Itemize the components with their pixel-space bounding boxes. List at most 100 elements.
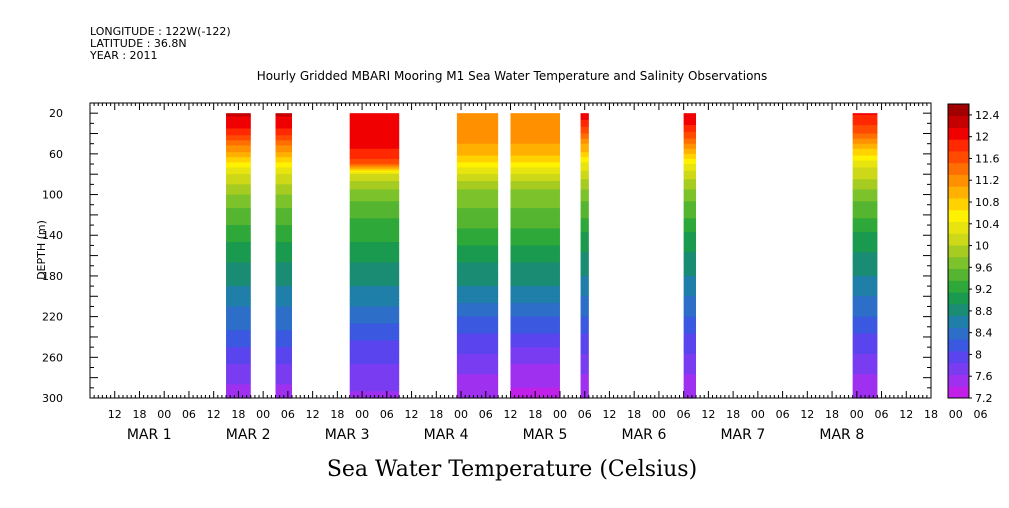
heatmap-cell: [226, 131, 251, 135]
heatmap-cell: [226, 374, 251, 379]
heatmap-cell: [226, 191, 251, 194]
day-label-month: MAR: [819, 427, 851, 443]
heatmap-cell: [275, 116, 293, 119]
heatmap-cell: [275, 133, 293, 136]
heatmap-cell: [683, 172, 697, 175]
heatmap-cell: [456, 367, 499, 372]
x-tick-label: 12: [602, 408, 616, 421]
heatmap-cell: [580, 172, 589, 175]
heatmap-cell: [226, 299, 251, 304]
heatmap-cell: [226, 353, 251, 358]
heatmap-cell: [852, 343, 878, 348]
heatmap-cell: [275, 381, 293, 386]
heatmap-cell: [349, 118, 400, 121]
heatmap-cell: [683, 323, 697, 328]
x-tick-label: 00: [652, 408, 666, 421]
heatmap-cell: [456, 191, 499, 194]
heatmap-cell: [683, 320, 697, 325]
heatmap-cell: [456, 333, 499, 338]
heatmap-cell: [349, 184, 400, 187]
heatmap-cell: [456, 147, 499, 150]
heatmap-cell: [852, 367, 878, 372]
colorbar-cell: [948, 209, 969, 222]
heatmap-cell: [510, 225, 560, 230]
colorbar-cell: [948, 280, 969, 293]
heatmap-cell: [226, 245, 251, 250]
heatmap-cell: [683, 265, 697, 270]
heatmap-cell: [275, 155, 293, 158]
heatmap-cell: [456, 323, 499, 328]
heatmap-cell: [456, 286, 499, 291]
x-tick-label: 12: [899, 408, 913, 421]
colorbar-label: 10: [975, 240, 989, 253]
heatmap-cell: [580, 179, 589, 182]
heatmap-cell: [510, 126, 560, 130]
heatmap-cell: [510, 150, 560, 153]
heatmap-cell: [580, 248, 589, 253]
heatmap-cell: [580, 377, 589, 382]
x-tick-label: 18: [132, 408, 146, 421]
heatmap-cell: [510, 169, 560, 172]
heatmap-cell: [226, 174, 251, 177]
heatmap-cell: [683, 272, 697, 277]
heatmap-cell: [580, 114, 589, 118]
heatmap-cell: [456, 238, 499, 243]
heatmap-cell: [456, 118, 499, 121]
x-tick-label: 00: [454, 408, 468, 421]
heatmap-cell: [683, 136, 697, 140]
heatmap-cell: [456, 158, 499, 162]
heatmap-cell: [683, 170, 697, 174]
heatmap-cell: [683, 128, 697, 131]
heatmap-cell: [275, 255, 293, 260]
heatmap-cell: [852, 113, 878, 116]
heatmap-cell: [275, 343, 293, 348]
heatmap-cell: [275, 143, 293, 146]
heatmap-cell: [510, 238, 560, 243]
heatmap-cell: [510, 148, 560, 152]
heatmap-cell: [580, 158, 589, 162]
heatmap-cell: [275, 221, 293, 226]
heatmap-cell: [349, 248, 400, 253]
heatmap-cell: [349, 364, 400, 369]
heatmap-cell: [852, 133, 878, 136]
heatmap-cell: [510, 133, 560, 136]
heatmap-cell: [852, 353, 878, 358]
heatmap-cell: [852, 340, 878, 345]
heatmap-cell: [852, 309, 878, 314]
heatmap-cell: [349, 141, 400, 145]
heatmap-cell: [510, 116, 560, 119]
heatmap-cell: [275, 262, 293, 267]
colorbar-label: 10.8: [975, 196, 1000, 209]
heatmap-cell: [852, 384, 878, 389]
heatmap-cell: [510, 179, 560, 182]
heatmap-cell: [349, 201, 400, 206]
heatmap-cell: [349, 172, 400, 175]
heatmap-cell: [226, 184, 251, 187]
x-tick-label: 06: [578, 408, 592, 421]
heatmap-cell: [456, 330, 499, 335]
heatmap-cell: [226, 258, 251, 263]
heatmap-cell: [226, 275, 251, 280]
heatmap-cell: [852, 152, 878, 155]
heatmap-cell: [275, 391, 293, 396]
day-label-number: 6: [657, 427, 666, 443]
heatmap-cell: [580, 309, 589, 314]
heatmap-cell: [226, 160, 251, 163]
heatmap-cell: [349, 162, 400, 165]
heatmap-cell: [852, 169, 878, 172]
heatmap-cell: [275, 245, 293, 250]
colorbar-cell: [948, 221, 969, 234]
colorbar-label: 10.4: [975, 218, 1000, 231]
heatmap-cell: [580, 148, 589, 152]
heatmap-cell: [456, 340, 499, 345]
heatmap-cell: [349, 231, 400, 236]
heatmap-cell: [683, 113, 697, 116]
heatmap-cell: [349, 330, 400, 335]
day-label-month: MAR: [226, 427, 258, 443]
heatmap-cell: [852, 211, 878, 216]
heatmap-cell: [580, 141, 589, 145]
heatmap-cell: [852, 141, 878, 145]
heatmap-cell: [852, 194, 878, 199]
data-segment: [456, 113, 499, 399]
heatmap-cell: [683, 221, 697, 226]
